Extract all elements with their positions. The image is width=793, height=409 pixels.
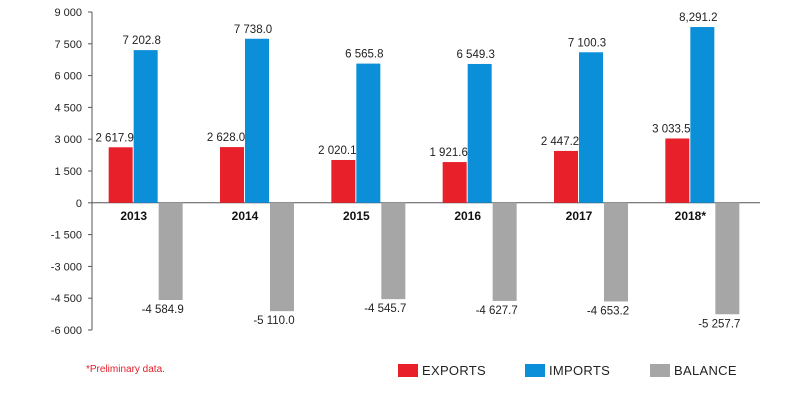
y-tick-label: 4 500 — [54, 102, 82, 114]
y-tick-label: 1 500 — [54, 166, 82, 178]
bar-balance-2014 — [270, 202, 294, 312]
data-label: -4 545.7 — [364, 303, 406, 315]
data-label: 2 447.2 — [541, 136, 579, 148]
bar-imports-2017 — [579, 52, 603, 203]
data-label: -4 653.2 — [587, 305, 629, 317]
bar-exports-2014 — [220, 147, 244, 203]
axis-layer: 9 000 7 500 6 000 4 500 3 000 1 500 0 -1 500 -3 … — [51, 7, 760, 337]
legend: EXPORTS IMPORTS BALANCE — [398, 363, 737, 378]
legend-swatch-balance — [650, 364, 670, 377]
y-tick-label: -3 000 — [51, 261, 82, 273]
y-tick-label: 7 500 — [54, 39, 82, 51]
bar-exports-2015 — [331, 159, 356, 203]
bar-exports-2018 — [665, 138, 690, 203]
data-label: 2 020.1 — [318, 145, 356, 157]
bar-balance-2018 — [715, 202, 740, 315]
y-tick-label: -1 500 — [51, 230, 82, 242]
data-label: 7 738.0 — [234, 24, 272, 36]
bar-balance-2017 — [604, 202, 628, 302]
data-label: 8,291.2 — [679, 12, 717, 24]
data-label: 6 565.8 — [345, 49, 383, 61]
y-tick-label: 0 — [76, 198, 82, 210]
bar-exports-2017 — [554, 150, 578, 203]
bar-exports-2016 — [442, 162, 467, 203]
category-label: 2018* — [675, 209, 707, 223]
bar-imports-2014 — [245, 38, 269, 203]
legend-label-exports: EXPORTS — [422, 363, 486, 378]
bar-imports-2016 — [467, 63, 492, 203]
data-label: 6 549.3 — [456, 49, 494, 61]
data-label: -5 257.7 — [698, 318, 740, 330]
y-tick-label: -4 500 — [51, 293, 82, 305]
y-tick-label: -6 000 — [51, 325, 82, 337]
data-label: -4 584.9 — [142, 304, 184, 316]
data-label: 2 617.9 — [95, 132, 133, 144]
category-label: 2013 — [120, 209, 147, 223]
data-label: 3 033.5 — [652, 123, 690, 135]
legend-label-balance: BALANCE — [674, 363, 737, 378]
category-label: 2016 — [454, 209, 481, 223]
bar-imports-2013 — [133, 50, 158, 203]
legend-swatch-exports — [398, 364, 418, 377]
bar-balance-2016 — [492, 202, 517, 301]
category-label: 2017 — [566, 209, 593, 223]
data-label: 1 921.6 — [429, 147, 467, 159]
category-label: 2015 — [343, 209, 370, 223]
y-tick-label: 3 000 — [54, 134, 82, 146]
label-layer: 2 617.9 7 202.8 -4 584.9 2013 2 628.0 7 738.0… — [95, 12, 740, 330]
data-label: -5 110.0 — [253, 315, 294, 327]
bar-balance-2015 — [381, 202, 406, 300]
category-label: 2014 — [232, 209, 259, 223]
bar-balance-2013 — [158, 202, 183, 300]
y-tick-label: 9 000 — [54, 7, 82, 19]
bar-imports-2018 — [690, 27, 715, 203]
data-label: 2 628.0 — [207, 132, 245, 144]
data-label: -4 627.7 — [476, 305, 518, 317]
data-label: 7 202.8 — [122, 35, 160, 47]
bar-imports-2015 — [356, 63, 381, 203]
data-label: 7 100.3 — [568, 37, 606, 49]
bar-exports-2013 — [108, 147, 133, 203]
legend-swatch-imports — [525, 364, 545, 377]
y-tick-label: 6 000 — [54, 71, 82, 83]
legend-label-imports: IMPORTS — [549, 363, 610, 378]
footnote: *Preliminary data. — [86, 364, 165, 375]
bar-layer — [108, 27, 740, 315]
